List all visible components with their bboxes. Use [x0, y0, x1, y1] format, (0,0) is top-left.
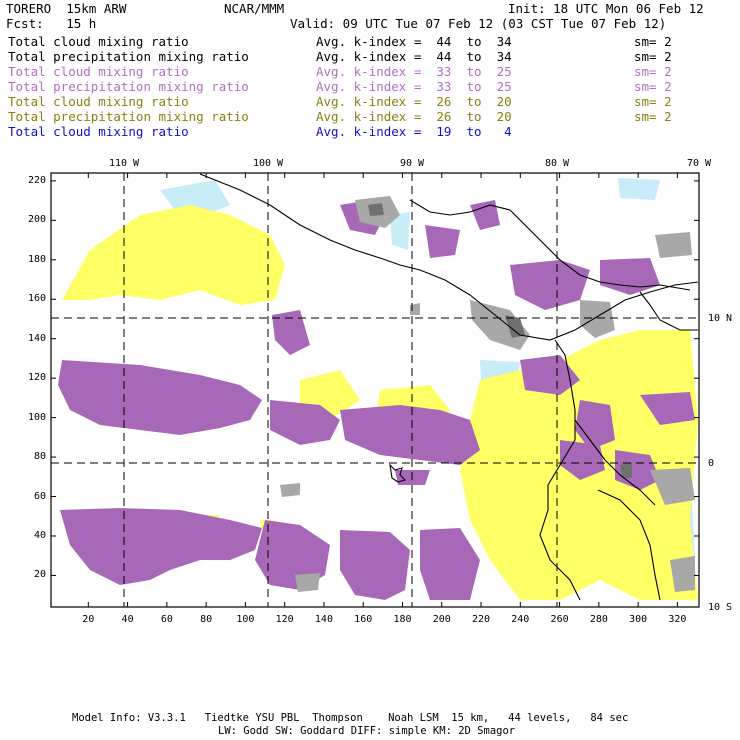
legend-stat-1: Avg. k-index = 44 to 34 [316, 49, 512, 64]
y-tick-label: 180 [27, 253, 46, 265]
legend-stat-5: Avg. k-index = 26 to 20 [316, 109, 512, 124]
legend-name-3: Total precipitation mixing ratio [8, 79, 249, 94]
y-tick-label: 220 [27, 174, 46, 186]
y-tick-label: 60 [33, 490, 46, 502]
x-tick-label: 40 [121, 614, 134, 625]
init-time: Init: 18 UTC Mon 06 Feb 12 [508, 1, 704, 16]
model-info-line2: LW: Godd SW: Goddard DIFF: simple KM: 2D… [218, 725, 516, 737]
model-info-line1: Model Info: V3.3.1 Tiedtke YSU PBL Thomp… [72, 712, 629, 724]
center-label: NCAR/MMM [224, 1, 285, 16]
x-tick-label: 80 [200, 614, 213, 625]
x-tick-label: 180 [393, 614, 412, 625]
x-tick-label: 280 [589, 614, 608, 625]
x-tick-label: 100 [236, 614, 255, 625]
lat-label: 10 S [708, 602, 733, 613]
lon-label: 80 W [544, 158, 570, 169]
legend-sm-1: sm= 2 [634, 49, 672, 64]
x-tick-label: 20 [82, 614, 95, 625]
y-tick-label: 160 [27, 293, 46, 305]
y-tick-label: 80 [33, 451, 46, 463]
lon-label: 100 W [252, 158, 284, 169]
x-tick-label: 220 [472, 614, 491, 625]
lon-label: 90 W [399, 158, 425, 169]
y-tick-label: 20 [33, 569, 46, 581]
legend-stat-2: Avg. k-index = 33 to 25 [316, 64, 512, 79]
legend-sm-5: sm= 2 [634, 109, 672, 124]
lat-label: 0 [708, 458, 715, 469]
x-tick-label: 260 [550, 614, 569, 625]
legend-stat-6: Avg. k-index = 19 to 4 [316, 124, 512, 139]
lon-label: 70 W [686, 158, 712, 169]
x-tick-label: 300 [629, 614, 648, 625]
legend-sm-3: sm= 2 [634, 79, 672, 94]
lat-label: 10 N [708, 313, 733, 324]
x-tick-label: 160 [354, 614, 373, 625]
x-tick-label: 240 [511, 614, 530, 625]
legend-stat-0: Avg. k-index = 44 to 34 [316, 34, 512, 49]
x-tick-label: 200 [432, 614, 451, 625]
legend-name-0: Total cloud mixing ratio [8, 34, 189, 49]
model-title: TORERO 15km ARW [6, 1, 127, 16]
legend-name-5: Total precipitation mixing ratio [8, 109, 249, 124]
lon-label: 110 W [108, 158, 140, 169]
graticule [51, 173, 699, 607]
forecast-hour: Fcst: 15 h [6, 16, 97, 31]
valid-time: Valid: 09 UTC Tue 07 Feb 12 (03 CST Tue … [290, 16, 667, 31]
plot-frame [50, 172, 700, 608]
field-shading [58, 173, 699, 601]
x-tick-label: 320 [668, 614, 687, 625]
legend-name-6: Total cloud mixing ratio [8, 124, 189, 139]
legend-name-1: Total precipitation mixing ratio [8, 49, 249, 64]
legend-sm-2: sm= 2 [634, 64, 672, 79]
legend-name-2: Total cloud mixing ratio [8, 64, 189, 79]
legend-stat-4: Avg. k-index = 26 to 20 [316, 94, 512, 109]
x-tick-label: 120 [275, 614, 294, 625]
y-tick-label: 200 [27, 214, 46, 226]
y-tick-label: 100 [27, 411, 46, 423]
y-tick-label: 40 [33, 529, 46, 541]
y-tick-label: 140 [27, 332, 46, 344]
legend-stat-3: Avg. k-index = 33 to 25 [316, 79, 512, 94]
x-tick-label: 60 [160, 614, 173, 625]
legend-sm-0: sm= 2 [634, 34, 672, 49]
legend-name-4: Total cloud mixing ratio [8, 94, 189, 109]
x-tick-label: 140 [314, 614, 333, 625]
legend-sm-4: sm= 2 [634, 94, 672, 109]
y-tick-label: 120 [27, 372, 46, 384]
